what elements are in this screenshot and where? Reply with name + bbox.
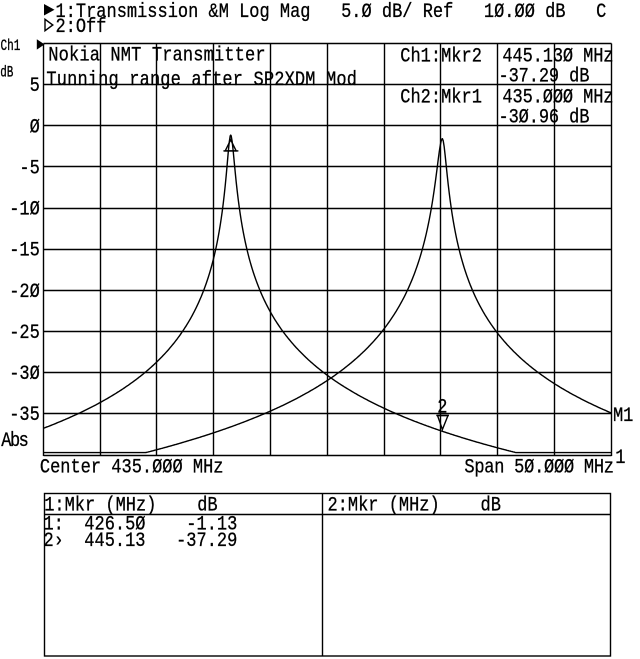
svg-text:Abs: Abs [1, 430, 29, 453]
svg-text:-35: -35 [9, 404, 40, 427]
svg-text:435.ØØØ MHz: 435.ØØØ MHz [502, 87, 613, 110]
svg-text:-5: -5 [19, 157, 39, 180]
svg-text:Center 435.ØØØ MHz: Center 435.ØØØ MHz [40, 456, 224, 479]
svg-text:2:Mkr (MHz) dB: 2:Mkr (MHz) dB [328, 494, 501, 517]
svg-text:-3Ø.96 dB: -3Ø.96 dB [499, 106, 590, 129]
svg-text:-2Ø: -2Ø [9, 281, 40, 304]
svg-text:2: 2 [437, 396, 447, 419]
svg-text:Ch2:Mkr1: Ch2:Mkr1 [400, 87, 482, 110]
svg-text:Nokia NMT Transmitter: Nokia NMT Transmitter [48, 44, 265, 67]
svg-text:-15: -15 [9, 240, 40, 263]
svg-text:-1Ø: -1Ø [9, 198, 40, 221]
svg-text:1:Mkr (MHz) dB: 1:Mkr (MHz) dB [44, 494, 217, 517]
svg-text:Ø: Ø [30, 116, 40, 139]
svg-text:5: 5 [30, 75, 40, 98]
svg-text:-25: -25 [9, 322, 40, 345]
svg-text:445.13Ø MHz: 445.13Ø MHz [502, 45, 613, 68]
svg-text:M1: M1 [613, 405, 633, 428]
svg-text:Tunning range after SP2XDM Mod: Tunning range after SP2XDM Mod [46, 69, 357, 92]
svg-text:2› 445.13 -37.29: 2› 445.13 -37.29 [44, 530, 238, 553]
svg-text:2:Off: 2:Off [56, 16, 107, 39]
svg-text:-37.29 dB: -37.29 dB [499, 65, 590, 88]
svg-text:Ch1:Mkr2: Ch1:Mkr2 [400, 45, 482, 68]
svg-text:1:Transmission &M Log Mag 5.: 1:Transmission &M Log Mag 5.Ø dB/ Ref 1Ø… [56, 1, 607, 24]
svg-text:1: 426.5Ø -1.13: 1: 426.5Ø -1.13 [44, 513, 238, 536]
svg-text:1: 1 [615, 447, 625, 470]
svg-text:Span 5Ø.ØØØ MHz: Span 5Ø.ØØØ MHz [464, 456, 614, 479]
svg-text:dB: dB [0, 65, 13, 82]
svg-text:-3Ø: -3Ø [9, 363, 40, 386]
svg-text:Ch1: Ch1 [1, 39, 21, 56]
